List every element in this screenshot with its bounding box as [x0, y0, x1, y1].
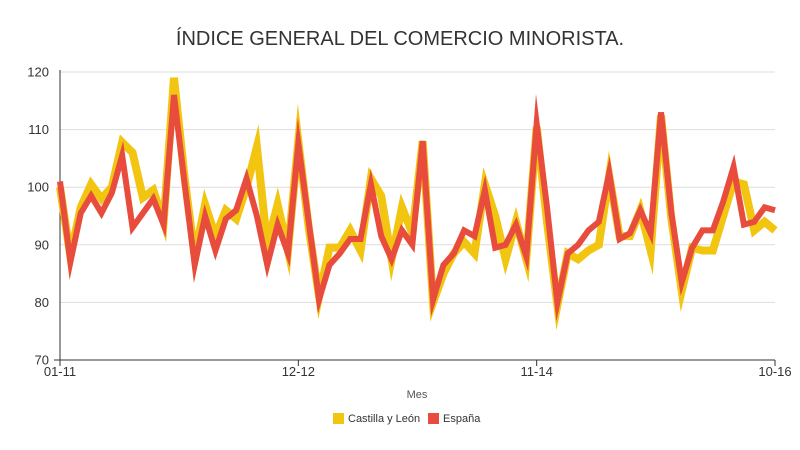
legend-label: Castilla y León	[348, 413, 420, 425]
x-tick-label: 11-14	[521, 364, 553, 379]
series-line-espana	[57, 94, 776, 322]
legend-swatch	[333, 413, 344, 424]
legend: Castilla y León España	[333, 413, 481, 425]
y-tick-label: 100	[27, 180, 49, 195]
y-tick-label: 80	[35, 295, 49, 310]
legend-item-espana[interactable]: España	[428, 413, 481, 425]
legend-item-castilla-y-leon[interactable]: Castilla y León	[333, 413, 420, 425]
series-lines	[56, 77, 778, 331]
y-tick-label: 70	[35, 353, 49, 368]
x-axis-label: Mes	[407, 389, 428, 401]
x-tick-label: 10-16	[758, 364, 791, 379]
axes: 70 80 90 100 110 120 01-11 12-12 11-14 10-16	[27, 65, 791, 380]
y-tick-label: 110	[28, 122, 49, 137]
legend-swatch	[428, 413, 439, 424]
x-tick-label: 01-11	[44, 364, 76, 379]
chart-title: ÍNDICE GENERAL DEL COMERCIO MINORISTA.	[176, 27, 624, 50]
legend-label: España	[443, 413, 481, 425]
y-tick-label: 90	[35, 237, 49, 252]
y-tick-label: 120	[27, 65, 49, 80]
x-tick-label: 12-12	[282, 364, 315, 379]
